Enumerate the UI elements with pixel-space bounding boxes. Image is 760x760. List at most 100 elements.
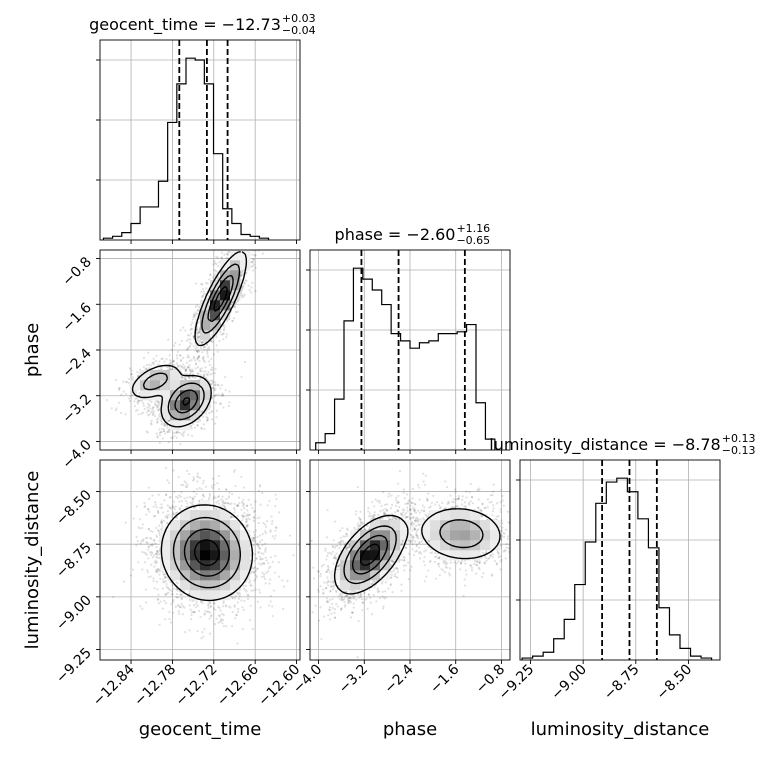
sample-point <box>144 552 147 555</box>
sample-point <box>180 433 184 436</box>
sample-point <box>161 511 165 514</box>
sample-point <box>211 340 214 343</box>
sample-point <box>246 593 249 596</box>
sample-point <box>176 496 180 499</box>
sample-point <box>241 246 243 248</box>
sample-point <box>229 303 233 306</box>
sample-point <box>264 547 268 550</box>
sample-point <box>156 509 160 512</box>
sample-point <box>201 493 205 496</box>
sample-point <box>245 524 249 527</box>
sample-point <box>311 534 313 536</box>
sample-point <box>175 430 178 433</box>
sample-point <box>169 589 172 592</box>
sample-point <box>155 569 158 572</box>
sample-point <box>166 426 169 429</box>
panel-title-minus: −0.13 <box>722 444 756 457</box>
sample-point <box>242 284 245 287</box>
sample-point <box>206 351 209 354</box>
sample-point <box>146 431 150 434</box>
sample-point <box>243 293 246 296</box>
sample-point <box>248 289 251 292</box>
sample-point <box>210 357 213 360</box>
sample-point <box>241 606 244 609</box>
sample-point <box>154 503 158 506</box>
sample-point <box>164 602 168 605</box>
sample-point <box>225 247 227 249</box>
sample-point <box>247 241 249 243</box>
sample-point <box>244 279 247 282</box>
density-cell <box>150 380 161 391</box>
sample-point <box>167 428 170 431</box>
panel-title-luminosity_distance: luminosity_distance = −8.78 +0.13−0.13 <box>489 432 755 457</box>
sample-point <box>196 424 199 427</box>
sample-point <box>155 526 158 530</box>
density-cell <box>170 410 181 421</box>
sample-point <box>180 603 183 606</box>
sample-point <box>223 505 226 508</box>
sample-point <box>221 393 225 396</box>
sample-point <box>240 291 243 295</box>
sample-point <box>224 389 227 392</box>
sample-point <box>248 230 250 232</box>
sample-point <box>271 520 274 523</box>
axes-frame <box>99 39 301 241</box>
sample-point <box>255 543 259 546</box>
sample-point <box>190 327 193 330</box>
sample-point <box>153 415 157 418</box>
sample-point <box>196 358 199 361</box>
sample-point <box>148 497 151 500</box>
sample-point <box>133 389 137 393</box>
sample-point <box>135 535 138 539</box>
sample-point <box>172 599 175 602</box>
sample-point <box>206 419 209 422</box>
sample-point <box>210 379 213 382</box>
sample-point <box>155 570 158 574</box>
sample-point <box>192 604 196 607</box>
sample-point <box>202 348 206 352</box>
sample-point <box>196 424 199 427</box>
sample-point <box>238 592 242 595</box>
sample-point <box>258 591 262 594</box>
sample-point <box>213 395 216 398</box>
sample-point <box>212 401 216 404</box>
sample-point <box>156 588 159 591</box>
sample-point <box>219 403 222 406</box>
sample-point <box>232 470 236 473</box>
sample-point <box>176 431 179 434</box>
panel-content <box>112 466 313 645</box>
sample-point <box>214 330 217 333</box>
density-cell <box>200 300 211 311</box>
sample-point <box>167 441 170 444</box>
sample-point <box>191 422 194 425</box>
sample-point <box>236 642 239 645</box>
sample-point <box>160 357 163 361</box>
y-tick-label: −4.0 <box>59 437 94 472</box>
sample-point <box>152 505 155 508</box>
sample-point <box>157 400 160 404</box>
sample-point <box>267 570 270 573</box>
sample-point <box>241 628 244 631</box>
sample-point <box>176 357 179 360</box>
sample-point <box>158 531 161 534</box>
sample-point <box>198 609 201 613</box>
sample-point <box>292 554 295 557</box>
sample-point <box>221 501 224 504</box>
sample-point <box>152 554 156 557</box>
sample-point <box>166 365 169 369</box>
sample-point <box>188 344 191 347</box>
sample-point <box>211 477 215 480</box>
sample-point <box>225 333 228 336</box>
sample-point <box>215 255 218 258</box>
sample-point <box>136 539 139 543</box>
sample-point <box>186 366 190 369</box>
sample-point <box>155 555 158 558</box>
sample-point <box>221 392 224 395</box>
sample-point <box>234 301 238 305</box>
sample-point <box>248 518 251 521</box>
sample-point <box>183 606 186 609</box>
sample-point <box>200 296 203 299</box>
density-cell <box>160 400 171 411</box>
sample-point <box>147 409 150 412</box>
sample-point <box>222 602 225 605</box>
